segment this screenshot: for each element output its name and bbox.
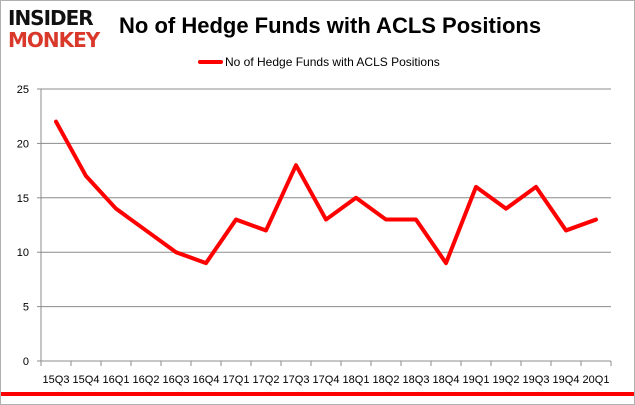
x-tick-label: 16Q1: [103, 374, 130, 386]
x-tick-label: 19Q2: [493, 374, 520, 386]
x-tick-label: 17Q4: [313, 374, 340, 386]
x-tick-label: 16Q3: [163, 374, 190, 386]
x-tick-label: 16Q2: [133, 374, 160, 386]
logo-line2: MONKEY: [8, 28, 100, 52]
x-tick-label: 15Q3: [43, 374, 70, 386]
x-tick-label: 17Q3: [283, 374, 310, 386]
x-tick-label: 18Q2: [373, 374, 400, 386]
x-tick-label: 16Q4: [193, 374, 220, 386]
y-tick-label: 25: [17, 84, 29, 96]
y-tick-label: 5: [23, 302, 29, 314]
legend-label: No of Hedge Funds with ACLS Positions: [225, 55, 440, 69]
y-tick-label: 15: [17, 193, 29, 205]
x-tick-label: 18Q4: [433, 374, 460, 386]
chart-title: No of Hedge Funds with ACLS Positions: [119, 13, 542, 38]
x-tick-label: 17Q2: [253, 374, 280, 386]
x-tick-label: 19Q4: [553, 374, 580, 386]
x-tick-label: 20Q1: [583, 374, 610, 386]
x-tick-label: 18Q1: [343, 374, 370, 386]
y-tick-label: 0: [23, 356, 29, 368]
legend: No of Hedge Funds with ACLS Positions: [198, 55, 440, 69]
x-tick-label: 19Q3: [523, 374, 550, 386]
legend-swatch: [198, 60, 223, 64]
x-tick-label: 15Q4: [73, 374, 100, 386]
y-tick-label: 10: [17, 247, 29, 259]
x-tick-label: 17Q1: [223, 374, 250, 386]
logo-line1: INSIDER: [8, 6, 94, 30]
x-tick-label: 19Q1: [463, 374, 490, 386]
series-line: [54, 119, 598, 266]
y-tick-label: 20: [17, 138, 29, 150]
bottom-accent-line: [1, 392, 634, 396]
insider-monkey-logo: INSIDER MONKEY: [8, 6, 100, 53]
x-tick-label: 18Q3: [403, 374, 430, 386]
